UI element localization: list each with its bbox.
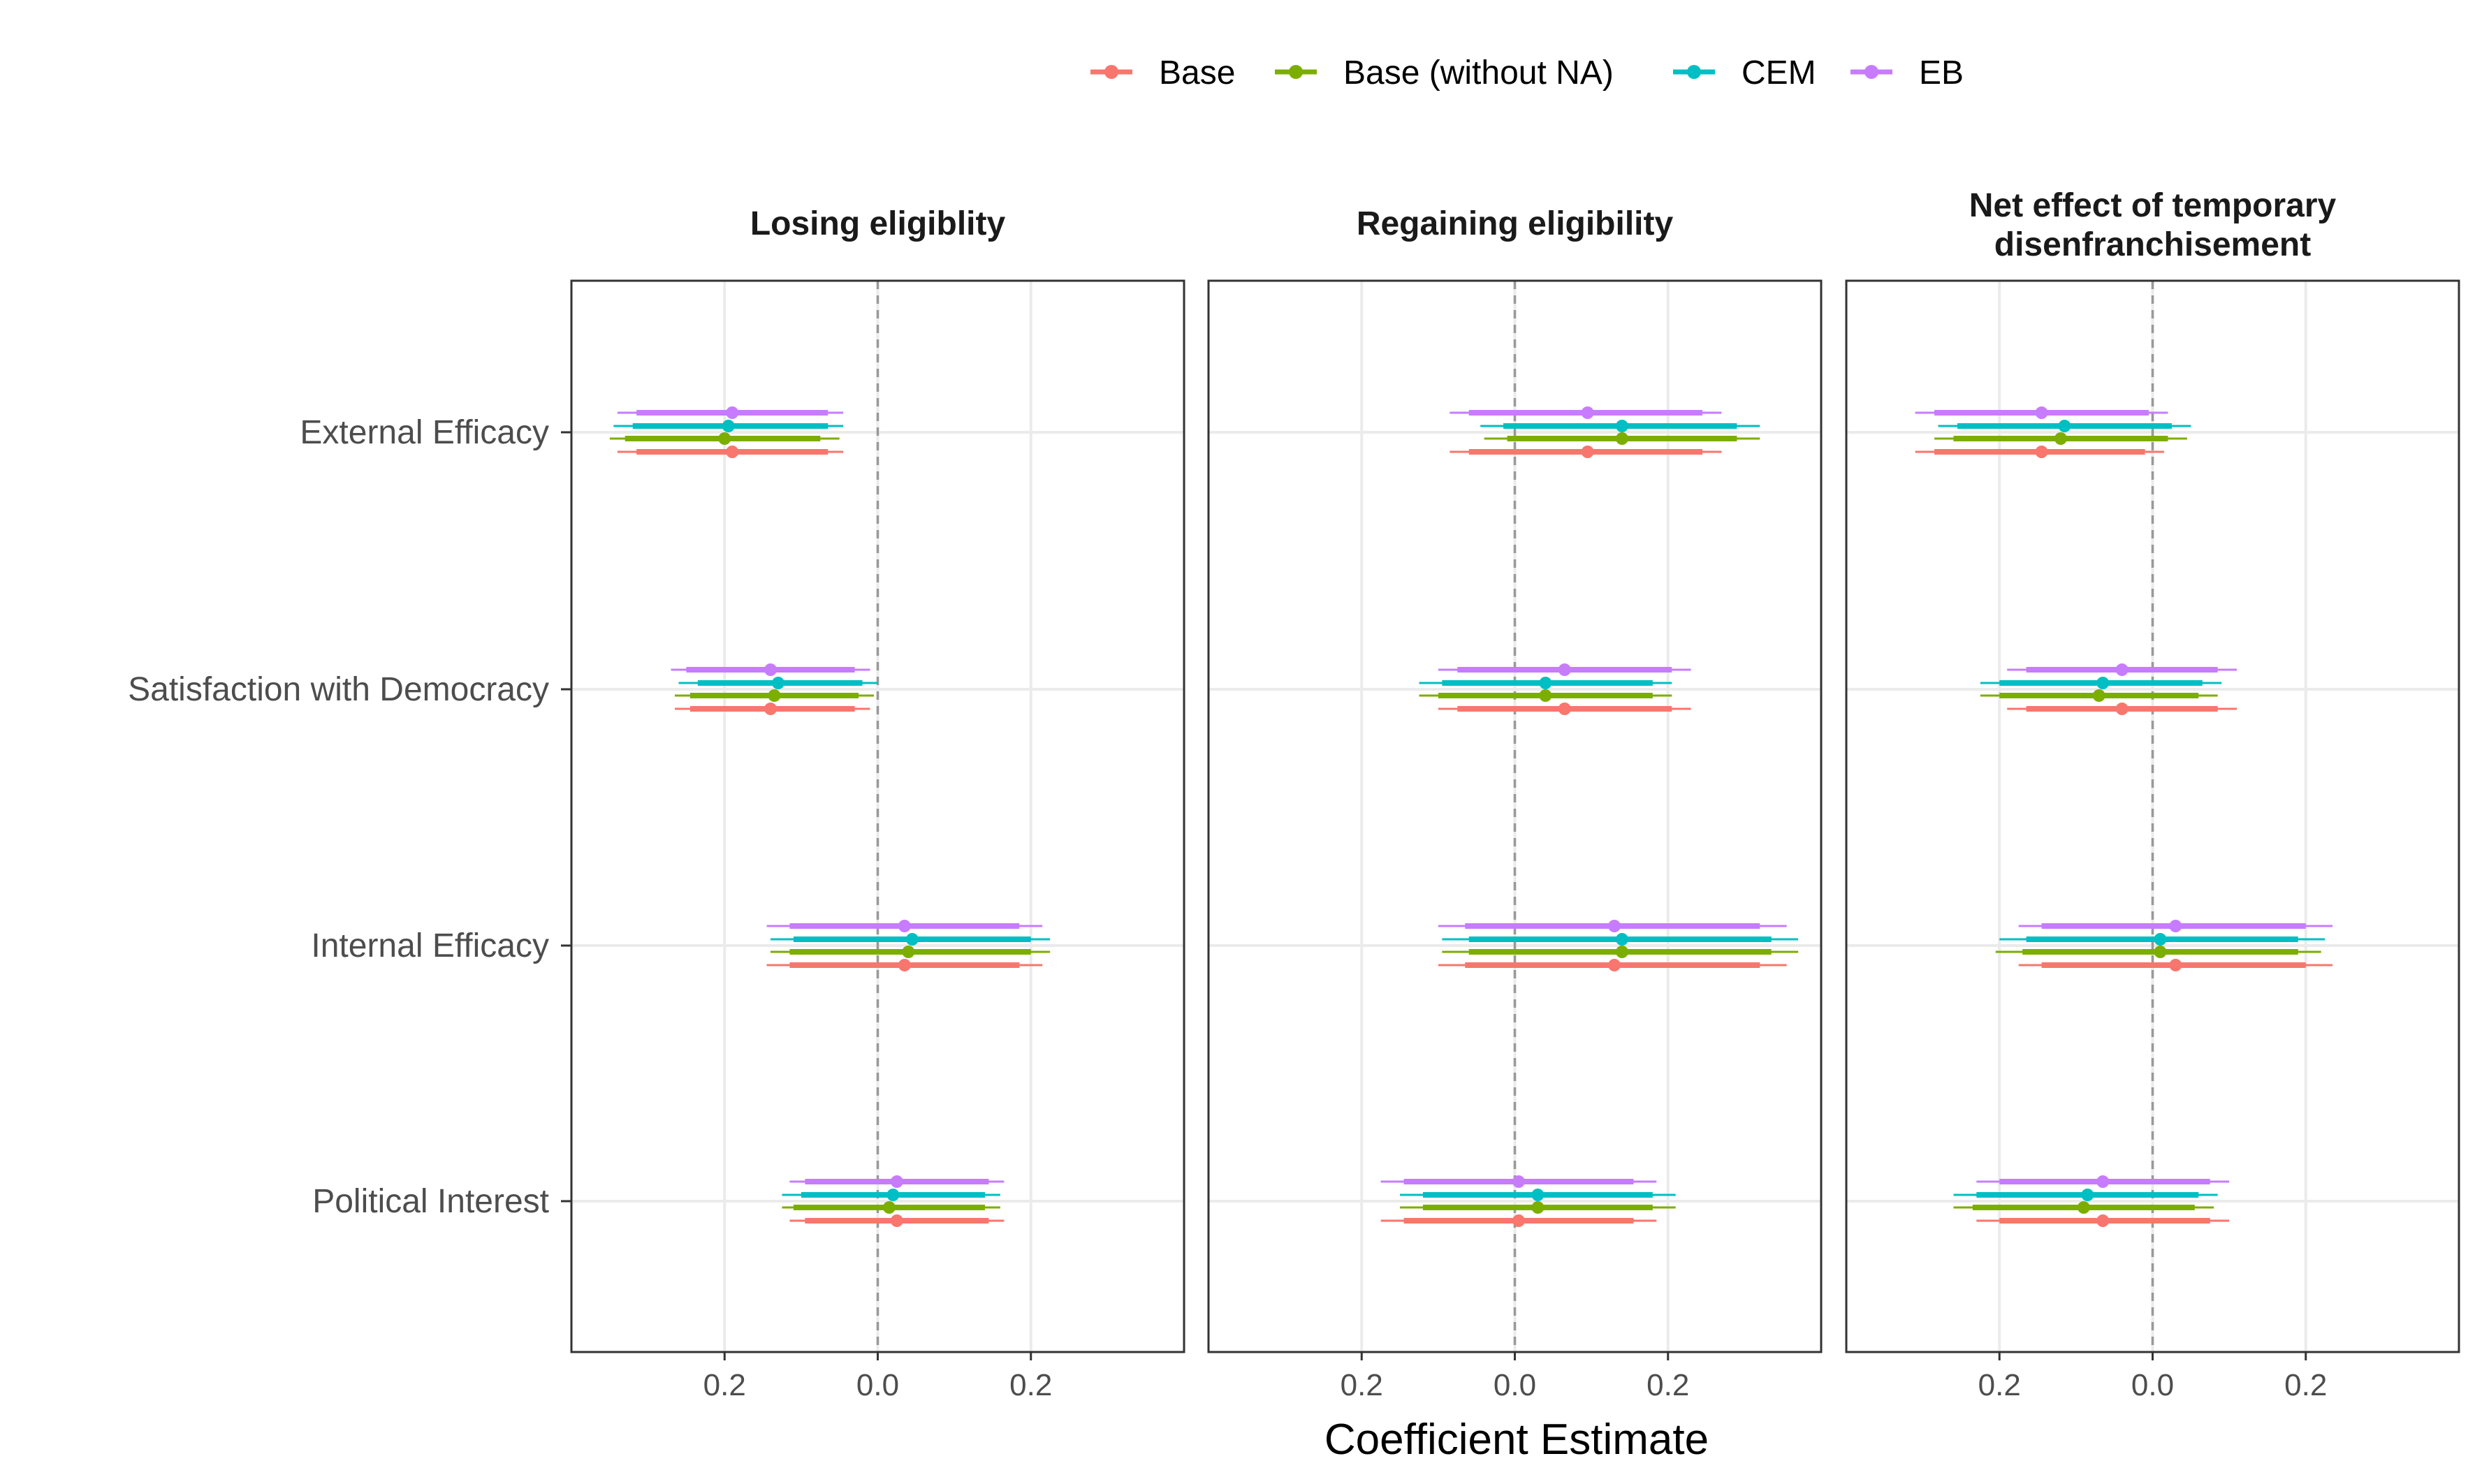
point-estimate-cem — [905, 933, 919, 946]
panel-title: Losing eligiblity — [750, 205, 1006, 242]
point-estimate-base-without-na — [2054, 432, 2067, 445]
point-estimate-base-without-na — [902, 946, 915, 958]
point-estimate-eb — [764, 663, 777, 676]
point-estimate-cem — [771, 677, 784, 689]
panel-1: Losing eligiblity 0.2 0.0 0.2 — [570, 205, 1185, 1402]
point-estimate-base — [898, 959, 911, 971]
panel-title-line: Net effect of temporary — [1969, 187, 2337, 224]
legend-item-base: Base — [1090, 54, 1235, 91]
point-estimate-eb — [1608, 920, 1621, 932]
point-estimate-base — [2035, 446, 2048, 458]
x-tick-label: 0.2 — [1978, 1368, 2021, 1402]
point-estimate-eb — [726, 406, 739, 419]
point-estimate-base-without-na — [882, 1201, 896, 1214]
point-estimate-base — [1608, 959, 1621, 971]
point-estimate-eb — [2169, 920, 2182, 932]
panel-title-line: Losing eligiblity — [750, 205, 1006, 242]
legend-item-cem: CEM — [1673, 54, 1816, 91]
point-estimate-eb — [1558, 663, 1571, 676]
panel-2: Regaining eligibility 0.2 0.0 0.2 — [1207, 205, 1823, 1402]
legend-item-eb: EB — [1850, 54, 1964, 91]
point-estimate-cem — [1615, 420, 1628, 432]
point-estimate-cem — [722, 420, 735, 432]
x-tick-label: 0.0 — [1494, 1368, 1536, 1402]
point-estimate-eb — [2115, 663, 2129, 676]
legend-item-base-without-na: Base (without NA) — [1275, 54, 1614, 91]
point-estimate-base — [726, 446, 739, 458]
point-estimate-base-without-na — [2154, 946, 2167, 958]
panel-title: Regaining eligibility — [1357, 205, 1674, 242]
point-estimate-cem — [1615, 933, 1628, 946]
legend: Base Base (without NA) CEM EB — [1090, 54, 1964, 91]
x-tick-label: 0.0 — [2131, 1368, 2174, 1402]
point-estimate-base — [1558, 703, 1571, 715]
point-estimate-cem — [886, 1189, 900, 1201]
legend-label: EB — [1919, 54, 1964, 91]
legend-label: Base — [1159, 54, 1235, 91]
point-estimate-base — [1512, 1214, 1525, 1227]
x-tick-label: 0.2 — [1341, 1368, 1383, 1402]
point-estimate-eb — [1581, 406, 1594, 419]
point-estimate-base-without-na — [1539, 689, 1552, 702]
point-estimate-eb — [898, 920, 911, 932]
x-tick-label: 0.2 — [1647, 1368, 1689, 1402]
point-estimate-base-without-na — [1531, 1201, 1545, 1214]
point-estimate-base — [1581, 446, 1594, 458]
point-estimate-base-without-na — [768, 689, 781, 702]
x-tick-label: 0.2 — [1009, 1368, 1052, 1402]
point-estimate-base-without-na — [2077, 1201, 2090, 1214]
x-tick-label: 0.2 — [703, 1368, 746, 1402]
point-estimate-eb — [1512, 1175, 1525, 1188]
x-axis-title: Coefficient Estimate — [1324, 1416, 1709, 1464]
panel-3: Net effect of temporary disenfranchisemen… — [1845, 187, 2460, 1402]
y-label-satisfaction-with-democracy: Satisfaction with Democracy — [128, 671, 549, 708]
legend-key-point — [1104, 65, 1118, 79]
legend-label: CEM — [1742, 54, 1816, 91]
x-tick-label: 0.2 — [2284, 1368, 2327, 1402]
x-tick-label: 0.0 — [856, 1368, 899, 1402]
point-estimate-cem — [2154, 933, 2167, 946]
y-axis-labels: External Efficacy Satisfaction with Democ… — [128, 414, 571, 1220]
point-estimate-cem — [2096, 677, 2110, 689]
panel-title: Net effect of temporary disenfranchisemen… — [1969, 187, 2337, 263]
panel-title-line: disenfranchisement — [1994, 226, 2311, 263]
legend-label: Base (without NA) — [1343, 54, 1614, 91]
point-estimate-eb — [2096, 1175, 2110, 1188]
point-estimate-base-without-na — [1615, 432, 1628, 445]
point-estimate-base — [2096, 1214, 2110, 1227]
point-estimate-cem — [1539, 677, 1552, 689]
y-label-external-efficacy: External Efficacy — [300, 414, 549, 451]
point-estimate-eb — [2035, 406, 2048, 419]
point-estimate-base — [2169, 959, 2182, 971]
point-estimate-base — [764, 703, 777, 715]
point-estimate-cem — [2058, 420, 2071, 432]
legend-key-point — [1864, 65, 1878, 79]
y-label-internal-efficacy: Internal Efficacy — [311, 927, 549, 964]
point-estimate-cem — [2081, 1189, 2094, 1201]
point-estimate-base-without-na — [1615, 946, 1628, 958]
panel-title-line: Regaining eligibility — [1357, 205, 1674, 242]
point-estimate-base-without-na — [718, 432, 731, 445]
point-estimate-cem — [1531, 1189, 1545, 1201]
point-estimate-base — [890, 1214, 903, 1227]
point-estimate-base — [2115, 703, 2129, 715]
legend-key-point — [1687, 65, 1701, 79]
point-estimate-eb — [890, 1175, 903, 1188]
legend-key-point — [1289, 65, 1303, 79]
point-estimate-base-without-na — [2092, 689, 2105, 702]
y-label-political-interest: Political Interest — [312, 1183, 549, 1220]
